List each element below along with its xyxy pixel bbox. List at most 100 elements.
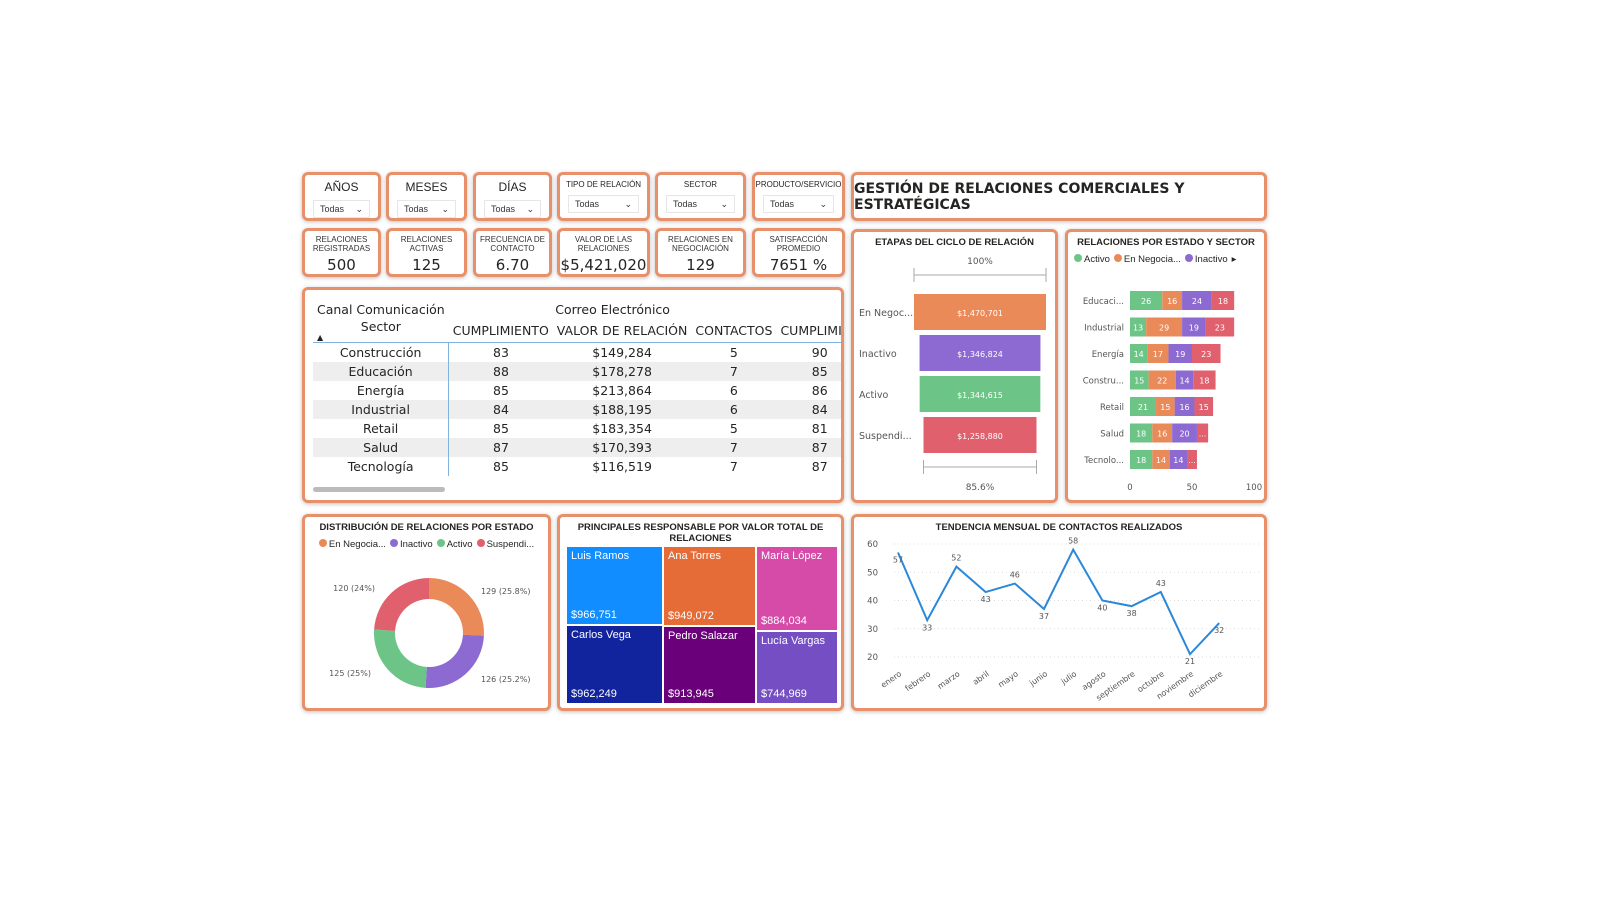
legend-item[interactable]: Inactivo bbox=[1184, 254, 1228, 265]
slicer-label: AÑOS bbox=[324, 180, 359, 194]
funnel-bar[interactable] bbox=[923, 417, 1037, 453]
slicer-dropdown[interactable]: Todas ⌄ bbox=[666, 195, 735, 213]
bar-segment[interactable] bbox=[1130, 344, 1148, 363]
bar-segment[interactable] bbox=[1175, 370, 1194, 390]
bar-segment[interactable] bbox=[1130, 450, 1153, 469]
legend-item[interactable]: Inactivo bbox=[389, 539, 433, 550]
slicer-dropdown[interactable]: Todas ⌄ bbox=[763, 195, 834, 213]
table-cell: 84 bbox=[776, 399, 841, 419]
legend-item[interactable]: Activo bbox=[1074, 254, 1110, 265]
treemap-tile[interactable]: María López $884,034 bbox=[756, 546, 838, 631]
bar-segment[interactable] bbox=[1211, 291, 1235, 310]
bar-segment[interactable] bbox=[1196, 423, 1209, 443]
tile-label: Pedro Salazar bbox=[668, 630, 738, 642]
slicer-value: Todas bbox=[673, 199, 698, 209]
matrix-table[interactable]: Canal Comunicación Correo Electrónico Sec… bbox=[302, 287, 844, 503]
data-label: 29 bbox=[1159, 324, 1169, 333]
row-header-sector[interactable]: Sector ▲ bbox=[313, 319, 449, 343]
bar-segment[interactable] bbox=[1194, 397, 1214, 416]
kpi-value: 125 bbox=[412, 256, 441, 274]
funnel-bar[interactable] bbox=[919, 376, 1041, 412]
column-header[interactable]: CUMPLIMIENTO bbox=[452, 323, 549, 338]
bar-segment[interactable] bbox=[1182, 317, 1206, 337]
treemap-tile[interactable]: Carlos Vega $962,249 bbox=[566, 625, 663, 704]
bar-segment[interactable] bbox=[1187, 450, 1197, 469]
column-header[interactable]: VALOR DE RELACIÓN bbox=[556, 323, 688, 338]
bar-segment[interactable] bbox=[1192, 344, 1221, 363]
table-cell: Salud bbox=[313, 437, 450, 457]
bar-segment[interactable] bbox=[1169, 450, 1188, 469]
kpi-card-2: FRECUENCIA DE CONTACTO 6.70 bbox=[473, 228, 552, 277]
table-cell: 5 bbox=[729, 420, 738, 436]
column-header[interactable]: CUMPLIMIEN bbox=[780, 323, 842, 338]
slicer-dropdown[interactable]: Todas ⌄ bbox=[484, 200, 541, 218]
kpi-value: 6.70 bbox=[495, 256, 530, 274]
column-header[interactable]: CONTACTOS bbox=[695, 323, 773, 338]
data-label: 19 bbox=[1189, 324, 1199, 333]
data-label: 43 bbox=[1156, 579, 1166, 588]
slicer-value: Todas bbox=[770, 199, 795, 209]
horizontal-scrollbar[interactable] bbox=[313, 487, 445, 492]
slicer-dropdown[interactable]: Todas ⌄ bbox=[568, 195, 639, 213]
bar-segment[interactable] bbox=[1182, 291, 1212, 310]
kpi-value: $5,421,020 bbox=[560, 256, 647, 274]
bar-segment[interactable] bbox=[1130, 291, 1163, 310]
slicer-value: Todas bbox=[575, 199, 600, 209]
donut-slice[interactable] bbox=[425, 634, 484, 688]
legend-dot bbox=[1074, 254, 1082, 262]
chevron-down-icon: ⌄ bbox=[624, 199, 632, 209]
slicer-dropdown[interactable]: Todas ⌄ bbox=[397, 200, 456, 218]
bar-segment[interactable] bbox=[1130, 423, 1153, 443]
table-cell: 85 bbox=[776, 361, 841, 381]
data-label: 14 bbox=[1156, 456, 1166, 465]
table-cell: Industrial bbox=[313, 399, 450, 419]
bar-segment[interactable] bbox=[1147, 344, 1169, 363]
legend-item[interactable]: En Negocia... bbox=[318, 539, 386, 550]
legend-next-arrow-icon[interactable]: ▸ bbox=[1231, 254, 1237, 265]
bar-segment[interactable] bbox=[1193, 370, 1216, 390]
legend-item[interactable]: Activo bbox=[436, 539, 473, 550]
treemap-tile[interactable]: Luis Ramos $966,751 bbox=[566, 546, 663, 625]
line-series[interactable] bbox=[897, 547, 1220, 656]
kpi-value: 7651 % bbox=[769, 256, 828, 274]
x-tick-label: julio bbox=[1059, 669, 1079, 687]
sort-ascending-icon[interactable]: ▲ bbox=[317, 333, 324, 342]
legend-item[interactable]: Suspendi... bbox=[476, 539, 534, 550]
bar-segment[interactable] bbox=[1156, 397, 1175, 416]
table-row: Tecnología 85 $116,519 7 87 bbox=[313, 456, 841, 476]
legend-label: Activo bbox=[446, 539, 473, 550]
bar-segment[interactable] bbox=[1152, 450, 1170, 469]
kpi-label: RELACIONES EN NEGOCIACIÓN bbox=[668, 235, 733, 253]
slicer-dropdown[interactable]: Todas ⌄ bbox=[313, 200, 370, 218]
bar-segment[interactable] bbox=[1174, 397, 1195, 416]
bar-segment[interactable] bbox=[1152, 423, 1173, 443]
bar-segment[interactable] bbox=[1172, 423, 1197, 443]
y-tick-label: 40 bbox=[867, 597, 878, 607]
legend-dot bbox=[318, 539, 327, 547]
tile-value: $966,751 bbox=[571, 609, 617, 621]
table-cell: 81 bbox=[811, 420, 828, 436]
bar-segment[interactable] bbox=[1130, 370, 1149, 390]
y-tick-label: 60 bbox=[867, 540, 878, 550]
row-header-sector-label: Sector bbox=[360, 319, 401, 334]
funnel-bar[interactable] bbox=[914, 294, 1046, 330]
tile-value: $962,249 bbox=[571, 688, 617, 700]
data-label: 57 bbox=[893, 555, 903, 564]
legend-item[interactable]: En Negocia... bbox=[1113, 254, 1181, 265]
treemap-card: PRINCIPALES RESPONSABLE POR VALOR TOTAL … bbox=[557, 514, 844, 711]
funnel-bar[interactable] bbox=[919, 335, 1041, 371]
donut-slice[interactable] bbox=[374, 578, 429, 631]
treemap-tile[interactable]: Pedro Salazar $913,945 bbox=[663, 626, 756, 704]
bar-segment[interactable] bbox=[1146, 317, 1183, 337]
bar-segment[interactable] bbox=[1130, 397, 1157, 416]
treemap-tile[interactable]: Ana Torres $949,072 bbox=[663, 546, 756, 626]
table-cell: 87 bbox=[811, 458, 828, 474]
bar-segment[interactable] bbox=[1205, 317, 1235, 337]
bar-segment[interactable] bbox=[1148, 370, 1176, 390]
donut-slice[interactable] bbox=[374, 629, 427, 688]
donut-slice[interactable] bbox=[429, 578, 484, 636]
treemap-tile[interactable]: Lucía Vargas $744,969 bbox=[756, 631, 838, 704]
bar-segment[interactable] bbox=[1130, 317, 1147, 337]
bar-segment[interactable] bbox=[1168, 344, 1192, 363]
bar-segment[interactable] bbox=[1162, 291, 1183, 310]
